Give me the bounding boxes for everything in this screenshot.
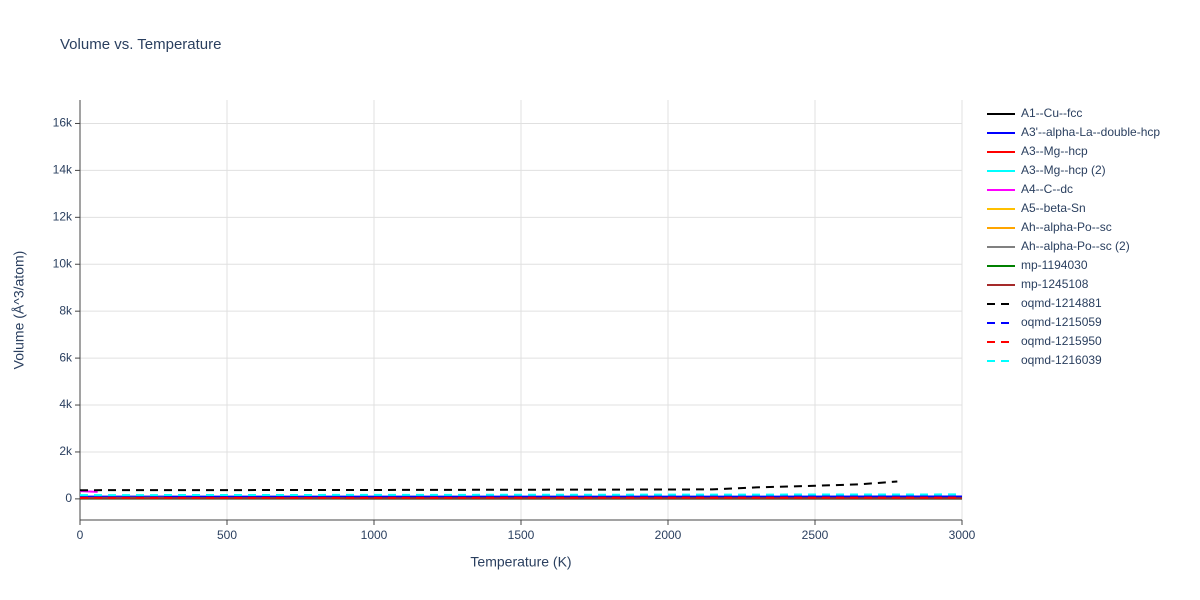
legend-label: oqmd-1215059: [1021, 315, 1102, 329]
series-line: [79, 493, 963, 497]
y-tick-label: 0: [65, 491, 72, 505]
y-tick-label: 2k: [59, 444, 73, 458]
series-line: [79, 490, 98, 493]
y-tick-label: 14k: [53, 163, 73, 177]
legend-label: Ah--alpha-Po--sc (2): [1021, 239, 1130, 253]
legend-label: mp-1194030: [1021, 258, 1088, 272]
legend-label: oqmd-1214881: [1021, 296, 1102, 310]
x-tick-label: 1000: [361, 528, 388, 542]
legend-label: oqmd-1216039: [1021, 353, 1102, 367]
y-axis-title: Volume (Å^3/atom): [11, 251, 27, 370]
series-line: [79, 480, 898, 492]
x-axis-title: Temperature (K): [470, 554, 571, 570]
y-tick-label: 4k: [59, 397, 73, 411]
legend-label: oqmd-1215950: [1021, 334, 1102, 348]
x-tick-label: 0: [77, 528, 84, 542]
legend-label: A3--Mg--hcp: [1021, 144, 1088, 158]
legend-label: A5--beta-Sn: [1021, 201, 1086, 215]
y-tick-label: 16k: [53, 116, 73, 130]
x-tick-label: 500: [217, 528, 237, 542]
x-tick-label: 1500: [508, 528, 535, 542]
x-tick-label: 3000: [949, 528, 976, 542]
y-tick-label: 8k: [59, 303, 73, 317]
x-tick-label: 2000: [655, 528, 682, 542]
x-tick-label: 2500: [802, 528, 829, 542]
legend-label: A1--Cu--fcc: [1021, 106, 1082, 120]
y-tick-label: 12k: [53, 209, 73, 223]
legend-label: mp-1245108: [1021, 277, 1089, 291]
legend-label: Ah--alpha-Po--sc: [1021, 220, 1112, 234]
legend-label: A3--Mg--hcp (2): [1021, 163, 1106, 177]
legend-label: A3'--alpha-La--double-hcp: [1021, 125, 1160, 139]
y-tick-label: 6k: [59, 350, 73, 364]
y-tick-label: 10k: [53, 256, 73, 270]
chart-title: Volume vs. Temperature: [60, 36, 221, 53]
legend-label: A4--C--dc: [1021, 182, 1073, 196]
